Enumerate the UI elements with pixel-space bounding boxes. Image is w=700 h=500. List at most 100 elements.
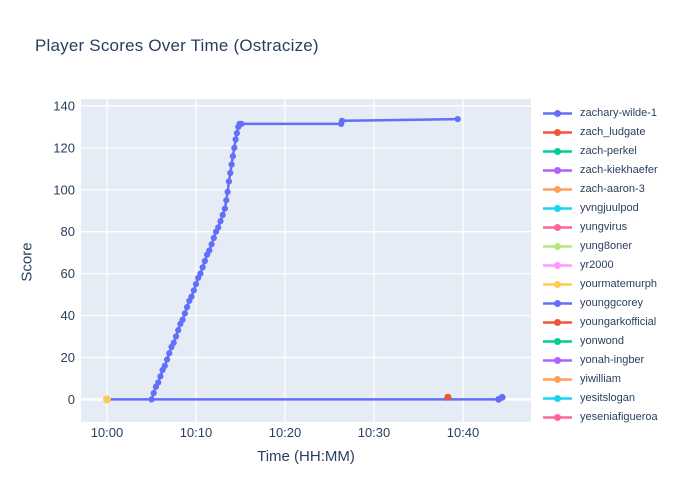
series-marker-zachary-wilde-1 (221, 205, 228, 212)
legend-label: zach-perkel (580, 145, 637, 157)
y-tick-label: 0 (68, 392, 75, 407)
legend-label: yeseniafigueroa (580, 411, 658, 423)
series-marker-zachary-wilde-1 (179, 316, 186, 323)
legend-line-icon (543, 357, 572, 364)
legend-item-yungvirus[interactable]: yungvirus (542, 218, 700, 237)
series-marker-zachary-wilde-1 (197, 270, 204, 277)
x-tick-label: 10:10 (180, 425, 213, 440)
series-marker-zachary-wilde-1 (188, 293, 195, 300)
x-tick-label: 10:20 (269, 425, 302, 440)
series-marker-zachary-wilde-1 (217, 218, 224, 225)
legend-item-zach-aaron-3[interactable]: zach-aaron-3 (542, 180, 700, 199)
legend-dot (554, 357, 561, 364)
legend-label: youngarkofficial (580, 316, 657, 328)
y-tick-label: 80 (61, 224, 75, 239)
series-marker-zachary-wilde-1 (232, 136, 239, 143)
series-marker-zachary-wilde-1 (164, 356, 171, 363)
legend-label: yungvirus (580, 221, 628, 233)
y-tick-label: 60 (61, 266, 75, 281)
y-tick-label: 20 (61, 350, 75, 365)
series-marker-zachary-wilde-1 (454, 116, 461, 123)
series-marker-zachary-wilde-1 (225, 178, 232, 185)
x-tick-label: 10:00 (91, 425, 124, 440)
legend-dot (554, 148, 561, 155)
legend-label: zach_ludgate (580, 126, 646, 138)
legend-label: yung8oner (580, 240, 632, 252)
legend-item-yiwilliam[interactable]: yiwilliam (542, 370, 700, 389)
legend-label: yourmatemurph (580, 278, 658, 290)
legend-item-yr2000[interactable]: yr2000 (542, 256, 700, 275)
legend-dot (554, 338, 561, 345)
series-marker-zachary-wilde-1 (175, 327, 182, 334)
series-marker-zachary-wilde-1 (219, 211, 226, 218)
series-marker-zachary-wilde-1 (208, 241, 215, 248)
legend-dot (554, 167, 561, 174)
series-marker-zachary-wilde-1 (170, 339, 177, 346)
legend-item-yonwond[interactable]: yonwond (542, 332, 700, 351)
legend-item-yvngjuulpod[interactable]: yvngjuulpod (542, 199, 700, 218)
series-marker-zachary-wilde-1 (206, 247, 213, 254)
legend-dot (554, 281, 561, 288)
series-marker-zachary-wilde-1 (229, 153, 236, 160)
legend-dot (554, 376, 561, 383)
y-tick-label: 140 (53, 98, 75, 113)
series-marker-zachary-wilde-1 (231, 144, 238, 151)
legend-item-zach_ludgate[interactable]: zach_ludgate (542, 123, 700, 142)
series-marker-zachary-wilde-1 (148, 396, 155, 403)
plot-area[interactable] (81, 99, 531, 422)
legend-item-zachary-wilde-1[interactable]: zachary-wilde-1 (542, 104, 700, 123)
series-marker-zachary-wilde-1 (155, 379, 162, 386)
series-marker-zachary-wilde-1 (181, 310, 188, 317)
legend-item-yonah-ingber[interactable]: yonah-ingber (542, 351, 700, 370)
series-marker-zachary-wilde-1 (150, 390, 157, 397)
legend-line-icon (543, 319, 572, 326)
series-marker-zachary-wilde-1 (166, 350, 173, 357)
legend-dot (554, 129, 561, 136)
series-marker-zachary-wilde-1 (192, 281, 200, 288)
legend-line-icon (543, 186, 572, 193)
legend-label: zach-kiekhaefer (580, 164, 658, 176)
legend-line-icon (543, 414, 572, 421)
legend-item-zach-kiekhaefer[interactable]: zach-kiekhaefer (542, 161, 700, 180)
legend-dot (554, 414, 561, 421)
legend: zachary-wilde-1 zach_ludgate zach-perkel za… (542, 104, 700, 424)
legend-dot (554, 186, 561, 193)
legend-label: yesitslogan (580, 392, 636, 404)
legend-item-zach-perkel[interactable]: zach-perkel (542, 142, 700, 161)
legend-item-yesitslogan[interactable]: yesitslogan (542, 389, 700, 408)
y-tick-label: 120 (53, 140, 75, 155)
legend-line-icon (543, 300, 572, 307)
series-marker-zachary-wilde-1 (172, 333, 180, 340)
legend-dot (554, 205, 561, 212)
series-marker-zachary-wilde-1 (157, 373, 164, 380)
legend-item-younggcorey[interactable]: younggcorey (542, 294, 700, 313)
legend-item-youngarkofficial[interactable]: youngarkofficial (542, 313, 700, 332)
y-tick-label: 40 (61, 308, 75, 323)
series-marker-zachary-wilde-1 (233, 130, 240, 137)
legend-item-yourmatemurph[interactable]: yourmatemurph (542, 275, 700, 294)
legend-line-icon (543, 395, 572, 402)
legend-line-icon (543, 338, 572, 345)
legend-item-yeseniafigueroa[interactable]: yeseniafigueroa (542, 408, 700, 424)
series-marker-zachary-wilde-1 (238, 120, 245, 127)
series-marker-zachary-wilde-1 (161, 362, 168, 369)
legend-line-icon (543, 129, 572, 136)
legend-line-icon (543, 167, 572, 174)
legend-item-yung8oner[interactable]: yung8oner (542, 237, 700, 256)
legend-label: yonah-ingber (580, 354, 645, 366)
legend-label: younggcorey (580, 297, 643, 309)
series-marker-zachary-wilde-1 (228, 161, 235, 168)
legend-line-icon (543, 281, 572, 288)
legend-dot (554, 300, 561, 307)
series-marker-zachary-wilde-1 (227, 169, 234, 177)
series-marker-zachary-wilde-1 (223, 197, 230, 204)
chart-title: Player Scores Over Time (Ostracize) (35, 36, 319, 55)
legend-label: yvngjuulpod (580, 202, 639, 214)
series-marker-zachary-wilde-1 (215, 224, 222, 231)
legend-label: yonwond (580, 335, 625, 347)
series-marker-zachary-wilde-1 (210, 234, 217, 242)
legend-label: yiwilliam (580, 373, 621, 385)
legend-dot (554, 110, 561, 117)
